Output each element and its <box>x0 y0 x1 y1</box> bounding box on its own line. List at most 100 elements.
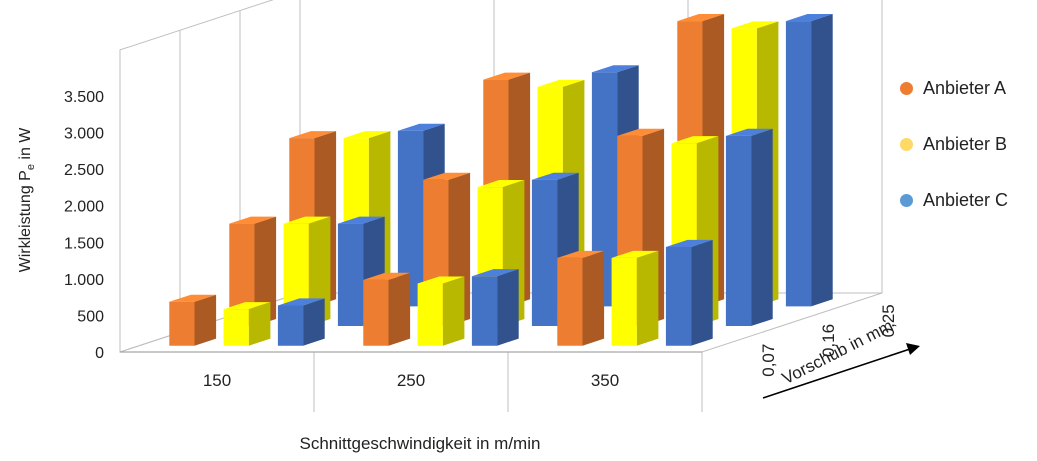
bar-front <box>591 72 618 307</box>
bar-side <box>582 250 605 346</box>
bar-top <box>677 14 725 22</box>
z-tick-group: 0,25 <box>879 304 898 337</box>
y-tick-label: 500 <box>77 308 104 325</box>
bar-side <box>248 302 271 346</box>
bar <box>363 272 411 346</box>
legend-item-a: Anbieter A <box>900 74 1008 102</box>
y-tick-label: 1.000 <box>64 272 104 289</box>
bar <box>785 14 833 307</box>
bar <box>417 276 465 346</box>
legend-swatch-b <box>900 137 913 151</box>
bar-front <box>611 257 637 346</box>
bar-top <box>343 131 391 139</box>
bar-top <box>785 14 833 22</box>
bar-side <box>811 14 833 307</box>
bar-front <box>725 135 752 326</box>
x-axis-title: Schnittgeschwindigkeit in m/min <box>300 434 541 453</box>
bar <box>223 302 271 346</box>
x-tick-label: 250 <box>397 371 425 390</box>
bar-front <box>471 276 498 346</box>
legend-label-b: Anbieter B <box>923 133 1008 154</box>
bar-front <box>531 179 558 326</box>
bar-top <box>731 21 779 29</box>
bar-top <box>169 294 217 302</box>
bar-front <box>277 305 304 346</box>
y-tick-label: 3.000 <box>64 126 104 143</box>
legend-swatch-a <box>900 81 913 95</box>
bar-top <box>591 65 639 73</box>
bar-top <box>471 269 519 277</box>
bar-front <box>223 309 249 346</box>
bar-front <box>785 21 812 307</box>
legend: Anbieter A Anbieter B Anbieter C <box>900 74 1008 242</box>
bar <box>277 298 325 346</box>
bar-front <box>557 257 583 346</box>
z-axis-arrow <box>762 343 920 399</box>
bar-top <box>363 272 411 280</box>
bar-top <box>537 79 585 87</box>
x-axis-ticks: 150 250 350 <box>203 371 619 390</box>
z-tick-group: 0,16 <box>819 324 838 357</box>
z-tick-group: 0,07 <box>759 344 778 377</box>
x-tick-label: 350 <box>591 371 619 390</box>
z-tick-label: 0,16 <box>819 324 838 357</box>
bar-top <box>229 216 277 224</box>
bar-top <box>337 216 385 224</box>
legend-label-c: Anbieter C <box>923 189 1009 210</box>
bar-side <box>751 128 773 326</box>
bar <box>229 216 277 326</box>
legend-item-c: Anbieter C <box>900 186 1008 214</box>
y-axis-title: Wirkleistung Pe in W <box>17 127 37 273</box>
bar-top <box>531 172 579 180</box>
bar <box>169 294 217 346</box>
z-axis-ticks: 0,07 0,16 0,25 <box>759 304 898 376</box>
bar-top <box>557 250 605 258</box>
bar-top <box>289 131 337 139</box>
bar-front <box>417 283 443 346</box>
y-tick-label: 0 <box>95 345 104 362</box>
y-tick-label: 2.000 <box>64 199 104 216</box>
bar-front <box>665 247 692 346</box>
y-tick-label: 2.500 <box>64 162 104 179</box>
bar <box>611 250 659 346</box>
bar-front <box>337 223 364 326</box>
x-tick-label: 150 <box>203 371 231 390</box>
bar-side <box>254 216 277 326</box>
bar-top <box>397 123 445 131</box>
legend-item-b: Anbieter B <box>900 130 1008 158</box>
z-tick-label: 0,25 <box>879 304 898 337</box>
bar-top <box>483 72 531 80</box>
bar-top <box>423 172 471 180</box>
bar-side <box>194 294 217 346</box>
bar-top <box>617 128 665 136</box>
bar-side <box>691 239 713 346</box>
bar-front <box>397 130 424 307</box>
bar-side <box>497 269 519 346</box>
bar-top <box>611 250 659 258</box>
bar-front <box>229 223 255 326</box>
bar-side <box>388 272 411 346</box>
legend-label-a: Anbieter A <box>923 77 1007 98</box>
bar-side <box>303 298 325 346</box>
bars-layer <box>169 14 833 346</box>
bar-top <box>665 239 713 247</box>
bar-top <box>477 180 525 188</box>
bar-top <box>277 298 325 306</box>
z-tick-label: 0,07 <box>759 344 778 377</box>
bar-top <box>223 302 271 310</box>
bar-side <box>636 250 659 346</box>
bar <box>665 239 713 346</box>
bar-side <box>442 276 465 346</box>
y-axis-title-group: Wirkleistung Pe in W <box>17 127 37 273</box>
bar-top <box>283 216 331 224</box>
legend-swatch-c <box>900 193 913 207</box>
bar-front <box>169 301 195 346</box>
bar-top <box>417 276 465 284</box>
bar-top <box>671 136 719 144</box>
bar-front <box>363 279 389 346</box>
bar <box>725 128 773 326</box>
bar <box>557 250 605 346</box>
y-tick-label: 3.500 <box>64 89 104 106</box>
y-axis-ticks: 0 500 1.000 1.500 2.000 2.500 3.000 3.500 <box>64 89 104 362</box>
